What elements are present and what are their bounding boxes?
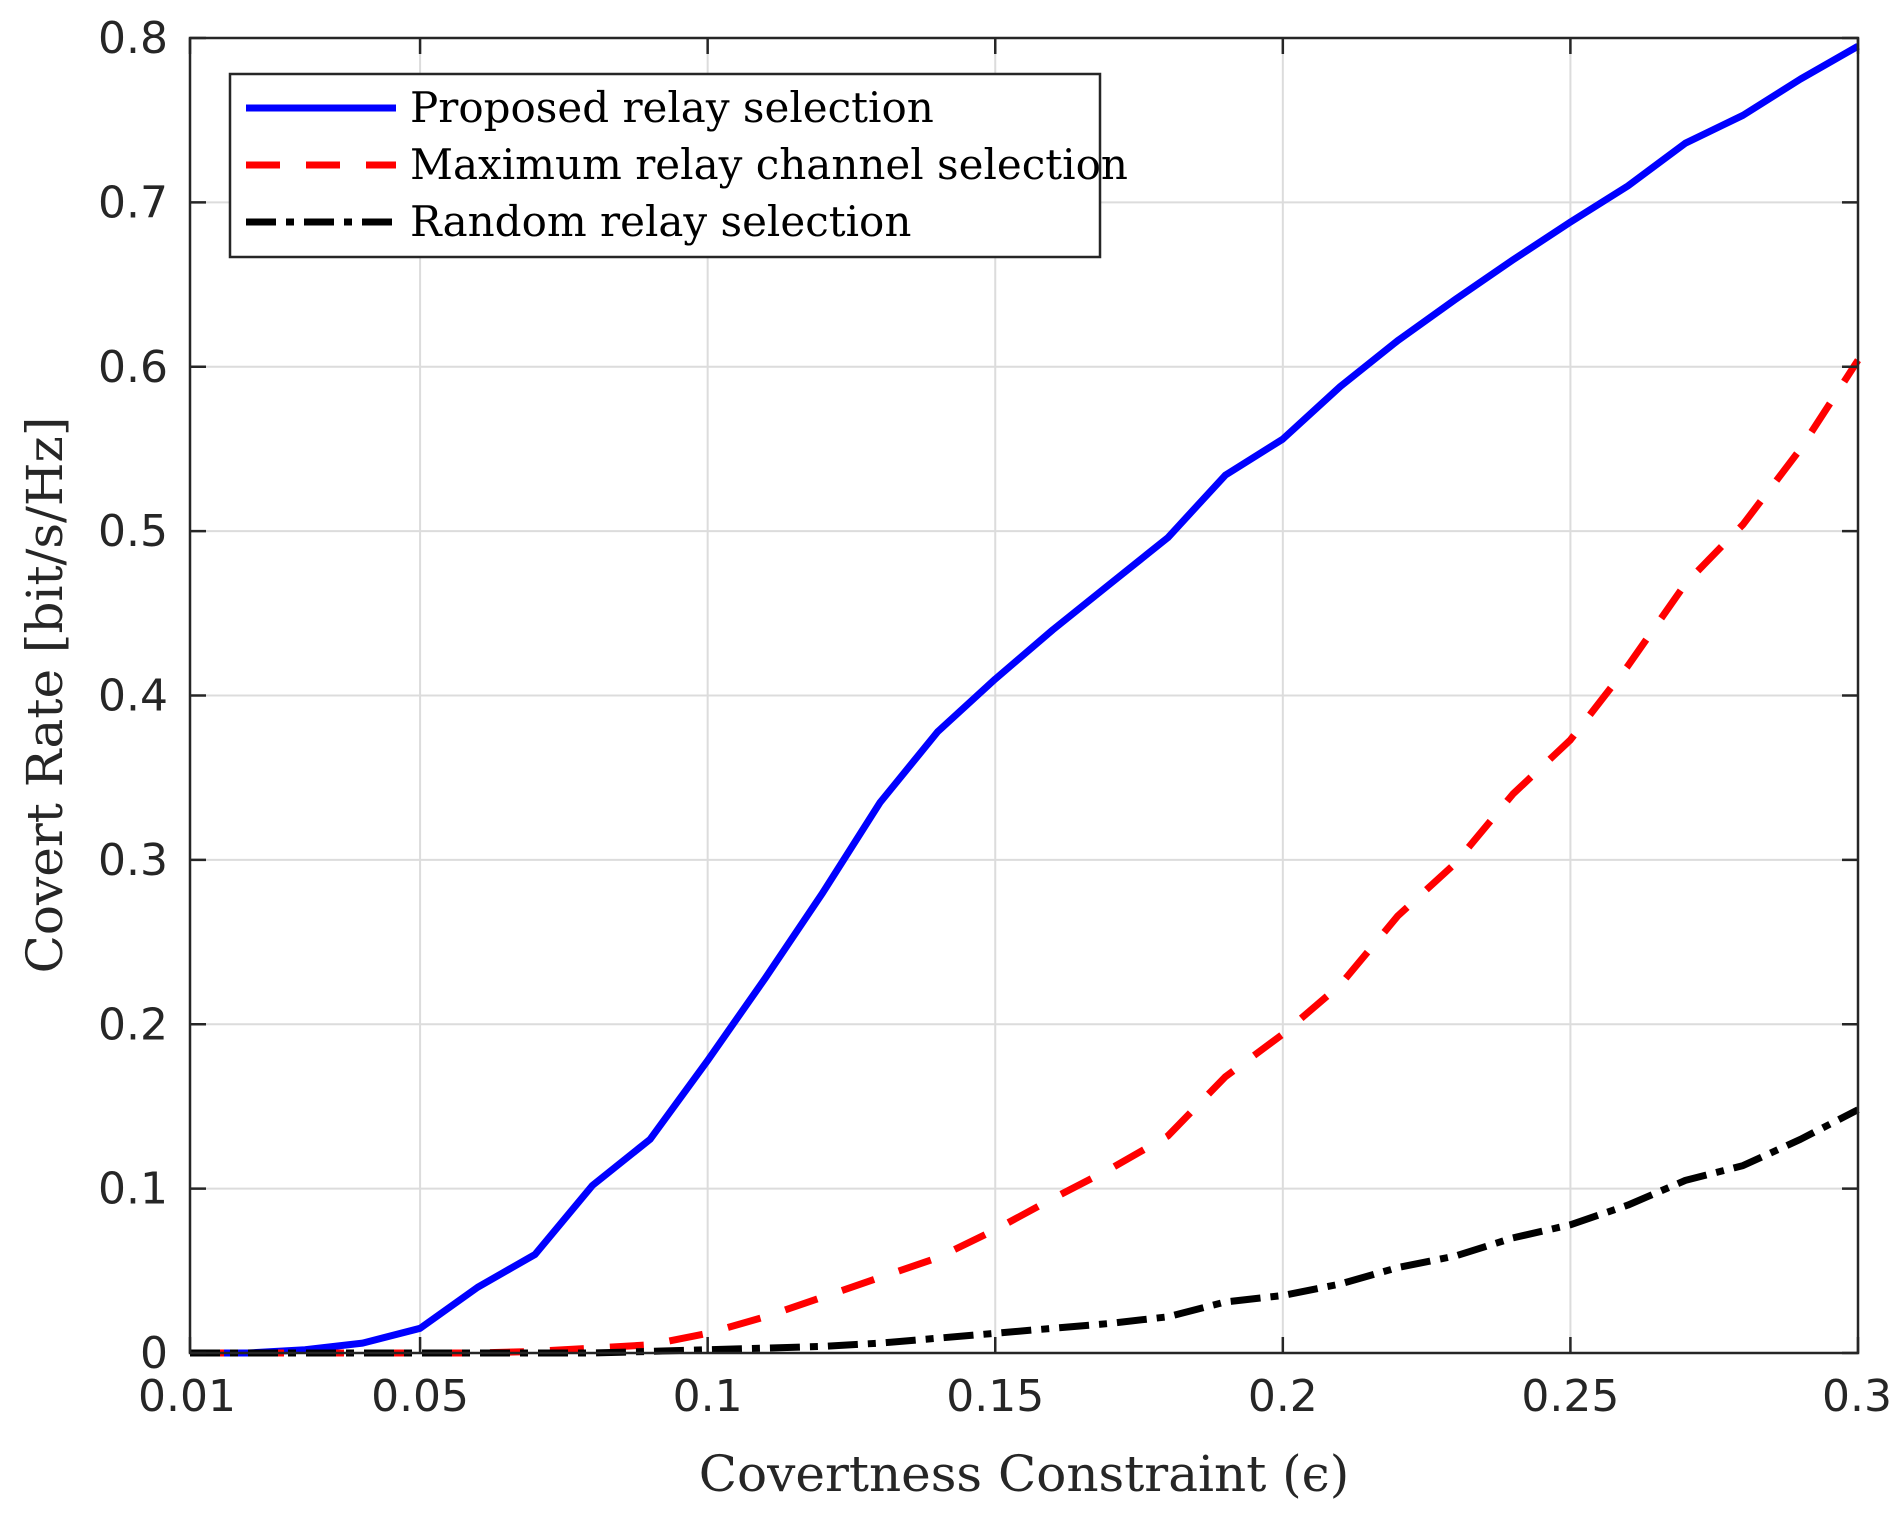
x-tick-label: 0.15 [946, 1371, 1044, 1422]
y-tick-label: 0.6 [98, 342, 168, 393]
y-tick-label: 0.4 [98, 671, 168, 722]
legend-label-3: Random relay selection [410, 197, 911, 246]
x-tick-label: 0.2 [1248, 1371, 1318, 1422]
x-tick-label: 0.01 [138, 1371, 236, 1422]
y-axis-title: Covert Rate [bit/s/Hz] [16, 417, 74, 974]
y-tick-label: 0 [140, 1328, 168, 1379]
x-tick-label: 0.3 [1822, 1371, 1892, 1422]
y-tick-label: 0.8 [98, 13, 168, 64]
y-tick-label: 0.3 [98, 835, 168, 886]
legend-label-2: Maximum relay channel selection [410, 140, 1128, 189]
x-tick-label: 0.25 [1521, 1371, 1619, 1422]
y-tick-label: 0.5 [98, 506, 168, 557]
series-line-2 [190, 358, 1861, 1357]
x-tick-label: 0.1 [673, 1371, 743, 1422]
y-tick-label: 0.7 [98, 177, 168, 228]
tick-labels: 0.01 0.05 0.1 0.15 0.2 0.25 0.3 0 0.1 0.2 0.3 0.4 0.… [98, 13, 1892, 1422]
series-line-1 [190, 43, 1860, 1357]
legend: Proposed relay selection Maximum relay ch… [228, 72, 1128, 259]
axis-ticks [188, 36, 1860, 1355]
y-tick-label: 0.2 [98, 999, 168, 1050]
x-axis-title: Covertness Constraint (ϵ) [699, 1445, 1349, 1503]
legend-label-1: Proposed relay selection [410, 83, 934, 132]
y-tick-label: 0.1 [98, 1164, 168, 1215]
x-tick-label: 0.05 [371, 1371, 469, 1422]
